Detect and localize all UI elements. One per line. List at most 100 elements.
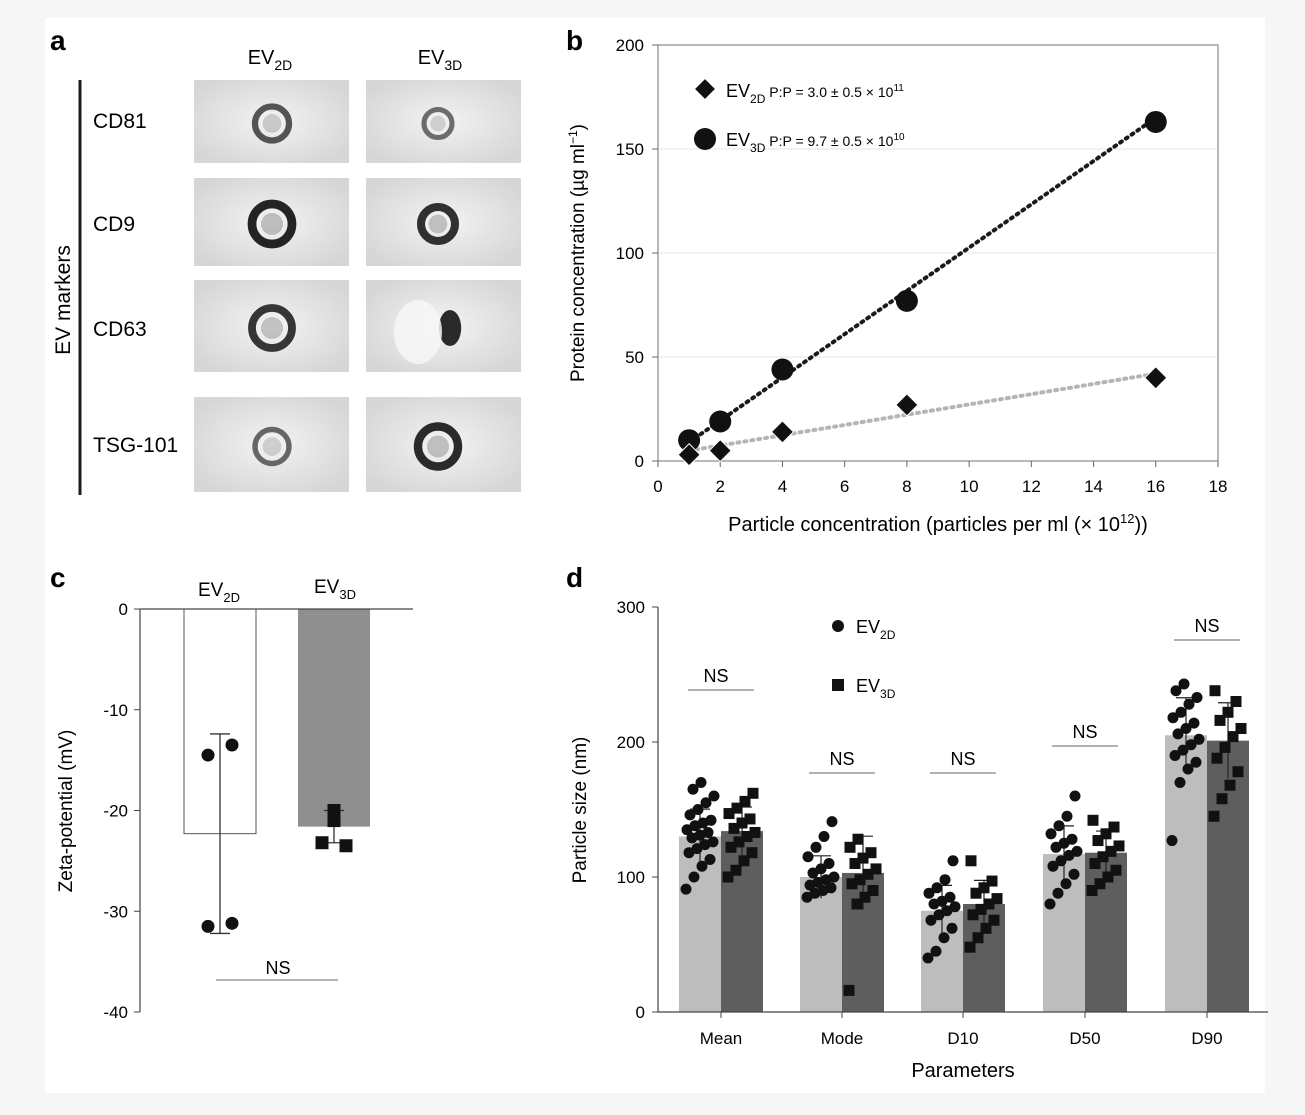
data-point-ev2d [1061, 810, 1073, 822]
data-point-ev2d [1175, 706, 1187, 718]
data-point-ev3d [315, 836, 329, 850]
blot-ring [252, 426, 292, 467]
data-point-ev2d [695, 777, 707, 788]
data-point-ev2d [947, 855, 959, 867]
data-point-ev2d [225, 916, 239, 930]
data-point-ev3d [1087, 814, 1099, 826]
data-point-ev3d [986, 875, 998, 887]
significance-label: NS [265, 958, 290, 978]
data-point-ev3d [1113, 840, 1125, 852]
data-point-ev3d [970, 887, 982, 899]
blot-core [430, 115, 446, 132]
data-point-ev2d [708, 790, 720, 802]
data-point-ev3d [849, 858, 861, 869]
data-point-ev3d [1110, 864, 1122, 876]
column-header-ev3d: EV3D [418, 47, 463, 73]
data-point-ev2d [225, 738, 239, 752]
y-tick-label: -40 [103, 1003, 128, 1022]
panel-a-dot-blot: EV2D EV3D EV markers CD81 CD9 CD63 TSG-1… [52, 47, 521, 495]
data-point-ev2d [1071, 845, 1083, 857]
data-point-ev2d [1180, 723, 1192, 734]
data-point-ev2d [818, 831, 830, 842]
data-point-ev2d [939, 874, 951, 886]
blot-ring [413, 422, 463, 471]
y-tick-label: 100 [617, 868, 645, 887]
data-point-ev2d [201, 919, 215, 933]
data-point-ev2d [1170, 685, 1182, 697]
blot-ring [248, 304, 296, 352]
data-point-ev2d [684, 809, 696, 821]
blot-ring [251, 103, 293, 144]
data-point-ev3d [1108, 821, 1120, 833]
data-point-ev3d [1092, 835, 1104, 847]
x-tick-label: 0 [653, 477, 662, 496]
x-tick-label: 8 [902, 477, 911, 496]
column-header-ev2d: EV2D [248, 47, 293, 73]
data-point-ev2d [946, 922, 958, 934]
data-point-ev2d [692, 804, 704, 815]
data-point-ev3d [1094, 878, 1106, 890]
blot-ring [421, 106, 455, 141]
blot-core [261, 317, 283, 339]
y-tick-label: 150 [616, 140, 644, 159]
data-point-ev3d [327, 814, 341, 828]
blot-membrane [366, 397, 521, 492]
data-point-ev3d [852, 833, 864, 845]
x-tick-label: 14 [1084, 477, 1103, 496]
row-label-cd9: CD9 [93, 213, 135, 236]
data-point-ev3d [965, 855, 977, 867]
data-point-ev3d [1219, 741, 1231, 753]
legend: EV2D P:P = 3.0 ± 0.5 × 1011 EV3D P:P = 9… [694, 79, 905, 155]
data-point-ev2d [1066, 833, 1078, 845]
data-point-ev3d [722, 871, 734, 883]
x-tick-label-mode: Mode [821, 1029, 864, 1048]
data-point-ev3d [771, 358, 794, 381]
data-point-ev3d [1235, 723, 1247, 734]
legend-marker-ev3d-square [832, 679, 844, 691]
data-point-ev3d [1105, 845, 1117, 857]
blot-cd81-ev3d [366, 80, 521, 163]
blot-spot [438, 310, 462, 346]
y-axis-label: Zeta-potential (mV) [56, 730, 77, 893]
significance-label: NS [1072, 722, 1097, 742]
y-axis-label: Particle size (nm) [570, 737, 591, 884]
panel-c-bar-chart: 0 -10 -20 -30 -40 EV2D EV3D NS Zeta-potentia… [56, 577, 413, 1022]
x-axis-label: Parameters [911, 1060, 1014, 1082]
data-point-ev3d [870, 863, 882, 875]
legend-marker-ev2d-circle [832, 620, 844, 632]
data-point-ev3d [983, 898, 995, 910]
panel-c-letter: c [50, 562, 66, 593]
data-point-ev2d [1166, 835, 1178, 847]
x-tick-label: 6 [840, 477, 849, 496]
blot-tsg-101-ev2d [194, 397, 349, 492]
data-point-ev2d [1178, 678, 1190, 690]
blot-core [262, 437, 282, 456]
data-point-ev3d [738, 855, 750, 867]
data-point-ev2d [1177, 744, 1189, 756]
y-tick-label: 200 [616, 36, 644, 55]
panel-b-letter: b [566, 25, 583, 56]
blot-membrane [194, 280, 349, 372]
data-point-ev2d [1047, 860, 1059, 872]
data-point-ev2d [1185, 739, 1197, 751]
data-point-ev2d [931, 882, 943, 894]
data-point-ev3d [709, 410, 732, 433]
data-point-ev2d [1167, 712, 1179, 724]
blot-core [428, 214, 448, 234]
row-label-cd63: CD63 [93, 318, 147, 341]
y-tick-label: 0 [635, 452, 644, 471]
data-point-ev2d [895, 393, 919, 417]
data-point-ev3d [744, 813, 756, 825]
data-point-ev3d [736, 817, 748, 829]
legend-label-ev2d: EV2D [856, 617, 896, 642]
fit-line-ev2d [687, 371, 1158, 453]
data-point-ev3d [1102, 871, 1114, 883]
data-point-ev2d [949, 901, 961, 913]
data-point-ev2d [826, 816, 838, 828]
significance-label: NS [1194, 616, 1219, 636]
data-point-ev2d [930, 945, 942, 957]
x-tick-label-d10: D10 [947, 1029, 978, 1048]
x-tick-label: 16 [1146, 477, 1165, 496]
data-point-ev2d [825, 882, 837, 894]
blot-tsg-101-ev3d [366, 397, 521, 492]
